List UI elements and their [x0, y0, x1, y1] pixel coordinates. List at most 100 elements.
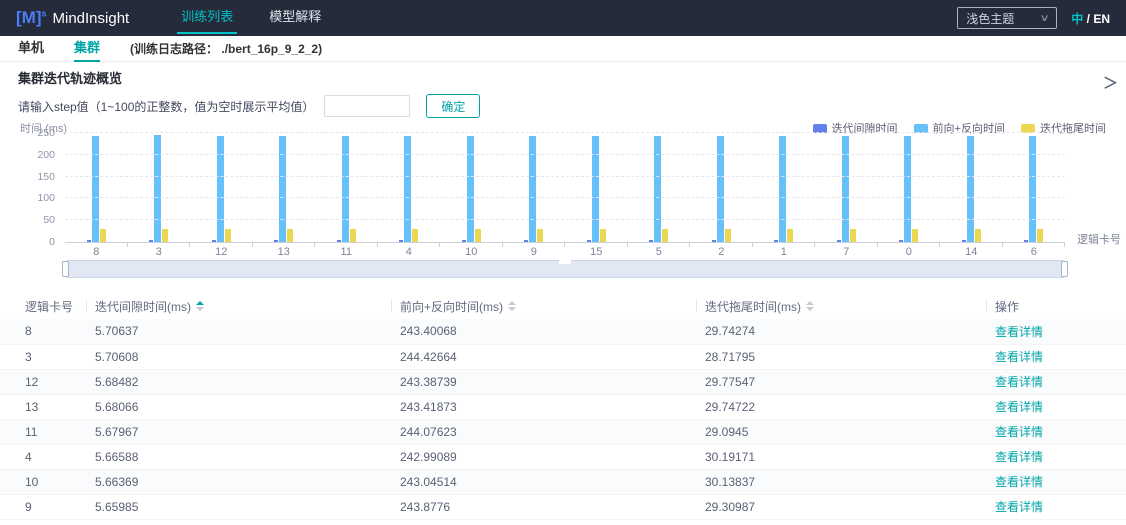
table-row: 10 5.66369 243.04514 30.13837 查看详情: [0, 469, 1126, 494]
bar-前向+反向时间[interactable]: [279, 136, 287, 242]
cell: 5.70637: [95, 324, 139, 339]
bar-迭代间隙时间[interactable]: [399, 240, 404, 242]
nav-tab-training-list[interactable]: 训练列表: [177, 0, 238, 36]
view-details-link[interactable]: 查看详情: [995, 500, 1044, 514]
language-switch[interactable]: 中 / EN: [1071, 11, 1110, 26]
bar-前向+反向时间[interactable]: [216, 136, 224, 242]
cell: 29.0945: [705, 424, 749, 439]
sort-icon[interactable]: [196, 301, 204, 311]
tab-cluster[interactable]: 集群: [74, 36, 101, 62]
bar-前向+反向时间[interactable]: [654, 136, 662, 242]
bar-迭代间隙时间[interactable]: [149, 240, 154, 242]
datazoom-slider[interactable]: [62, 260, 1068, 278]
bar-迭代拖尾时间[interactable]: [974, 229, 981, 242]
cluster-subnav: 单机 集群 (训练日志路径： ./bert_16p_9_2_2): [0, 36, 1126, 62]
cell: 243.04514: [400, 474, 457, 489]
cell: 5.68482: [95, 374, 139, 389]
bar-group: 0: [878, 134, 941, 258]
bar-前向+反向时间[interactable]: [966, 136, 974, 242]
bar-迭代拖尾时间[interactable]: [162, 229, 169, 242]
bar-前向+反向时间[interactable]: [841, 136, 849, 242]
bar-前向+反向时间[interactable]: [154, 135, 162, 242]
bar-迭代拖尾时间[interactable]: [849, 229, 856, 242]
cell: 242.99089: [400, 449, 457, 464]
bar-迭代间隙时间[interactable]: [86, 240, 91, 242]
bar-前向+反向时间[interactable]: [341, 136, 349, 242]
bar-迭代间隙时间[interactable]: [211, 240, 216, 242]
legend-swatch: [913, 123, 928, 133]
bar-前向+反向时间[interactable]: [404, 136, 412, 242]
view-details-link[interactable]: 查看详情: [995, 425, 1044, 439]
view-details-link[interactable]: 查看详情: [995, 475, 1044, 489]
gridline: [65, 132, 1065, 133]
view-details-link[interactable]: 查看详情: [995, 400, 1044, 414]
cell: 5.70608: [95, 349, 139, 364]
bar-迭代拖尾时间[interactable]: [662, 229, 669, 242]
step-input[interactable]: [324, 95, 411, 117]
bar-迭代间隙时间[interactable]: [961, 240, 966, 242]
nav-tab-model-explain[interactable]: 模型解释: [269, 9, 322, 24]
bar-前向+反向时间[interactable]: [529, 136, 537, 242]
bar-迭代拖尾时间[interactable]: [1037, 229, 1044, 242]
bar-迭代间隙时间[interactable]: [836, 240, 841, 242]
bar-迭代拖尾时间[interactable]: [349, 229, 356, 242]
bar-前向+反向时间[interactable]: [466, 136, 474, 242]
column-header-gap-time[interactable]: 迭代间隙时间(ms): [95, 293, 400, 319]
bar-迭代拖尾时间[interactable]: [787, 229, 794, 242]
confirm-button[interactable]: 确定: [426, 94, 481, 118]
column-header-operation: 操作: [995, 299, 1020, 314]
bar-前向+反向时间[interactable]: [904, 136, 912, 242]
bar-迭代拖尾时间[interactable]: [224, 229, 231, 242]
table-row: 13 5.68066 243.41873 29.74722 查看详情: [0, 394, 1126, 419]
bar-迭代拖尾时间[interactable]: [287, 229, 294, 242]
cell: 243.38739: [400, 374, 457, 389]
column-header-fwd-bwd-time[interactable]: 前向+反向时间(ms): [400, 293, 705, 319]
bar-迭代间隙时间[interactable]: [711, 240, 716, 242]
bar-迭代拖尾时间[interactable]: [99, 229, 106, 242]
cell: 243.41873: [400, 399, 457, 414]
view-details-link[interactable]: 查看详情: [995, 450, 1044, 464]
datazoom-right-handle[interactable]: [1061, 261, 1068, 277]
tab-single-machine[interactable]: 单机: [18, 39, 45, 55]
sort-icon[interactable]: [508, 301, 516, 311]
cell: 30.19171: [705, 449, 756, 464]
bar-迭代拖尾时间[interactable]: [599, 229, 606, 242]
brand-title: MindInsight: [52, 9, 130, 27]
bar-迭代间隙时间[interactable]: [774, 240, 779, 242]
bar-前向+反向时间[interactable]: [1029, 136, 1037, 242]
bar-前向+反向时间[interactable]: [591, 136, 599, 242]
column-header-tail-time[interactable]: 迭代拖尾时间(ms): [705, 293, 995, 319]
bar-迭代拖尾时间[interactable]: [537, 229, 544, 242]
sort-icon[interactable]: [806, 301, 814, 311]
bar-迭代间隙时间[interactable]: [524, 240, 529, 242]
view-details-link[interactable]: 查看详情: [995, 375, 1044, 389]
bar-前向+反向时间[interactable]: [716, 136, 724, 242]
bar-前向+反向时间[interactable]: [779, 136, 787, 242]
theme-select[interactable]: 浅色主题 ∨: [957, 7, 1058, 29]
bar-迭代间隙时间[interactable]: [461, 240, 466, 242]
bar-迭代间隙时间[interactable]: [274, 240, 279, 242]
datazoom-left-handle[interactable]: [62, 261, 69, 277]
view-details-link[interactable]: 查看详情: [995, 324, 1044, 339]
collapse-panel-icon[interactable]: ＞: [1102, 75, 1118, 92]
bar-迭代拖尾时间[interactable]: [912, 229, 919, 242]
bar-迭代拖尾时间[interactable]: [474, 229, 481, 242]
chevron-down-icon: ∨: [1039, 12, 1050, 24]
cell: 5.67967: [95, 424, 139, 439]
bar-group: 3: [128, 134, 191, 258]
cell: 29.30987: [705, 499, 756, 514]
bar-迭代间隙时间[interactable]: [649, 240, 654, 242]
bar-迭代拖尾时间[interactable]: [724, 229, 731, 242]
bar-迭代间隙时间[interactable]: [336, 240, 341, 242]
mindinsight-logo-icon: [M]s: [16, 8, 47, 27]
table-row: 9 5.65985 243.8776 29.30987 查看详情: [0, 494, 1126, 519]
bar-迭代间隙时间[interactable]: [1024, 240, 1029, 242]
view-details-link[interactable]: 查看详情: [995, 350, 1044, 364]
bar-迭代拖尾时间[interactable]: [412, 229, 419, 242]
table-row: 4 5.66588 242.99089 30.19171 查看详情: [0, 444, 1126, 469]
bar-迭代间隙时间[interactable]: [586, 240, 591, 242]
bar-迭代间隙时间[interactable]: [899, 240, 904, 242]
bar-前向+反向时间[interactable]: [91, 136, 99, 242]
y-axis-title: 时间 (ms): [20, 123, 68, 135]
legend-swatch: [812, 123, 827, 133]
